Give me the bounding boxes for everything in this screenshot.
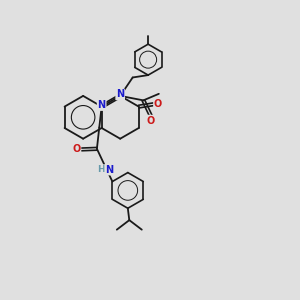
Text: H: H: [97, 165, 105, 174]
Text: O: O: [72, 144, 80, 154]
Text: O: O: [154, 99, 162, 109]
Text: O: O: [147, 116, 155, 126]
Text: N: N: [116, 89, 124, 99]
Text: N: N: [105, 165, 113, 175]
Text: N: N: [98, 100, 106, 110]
